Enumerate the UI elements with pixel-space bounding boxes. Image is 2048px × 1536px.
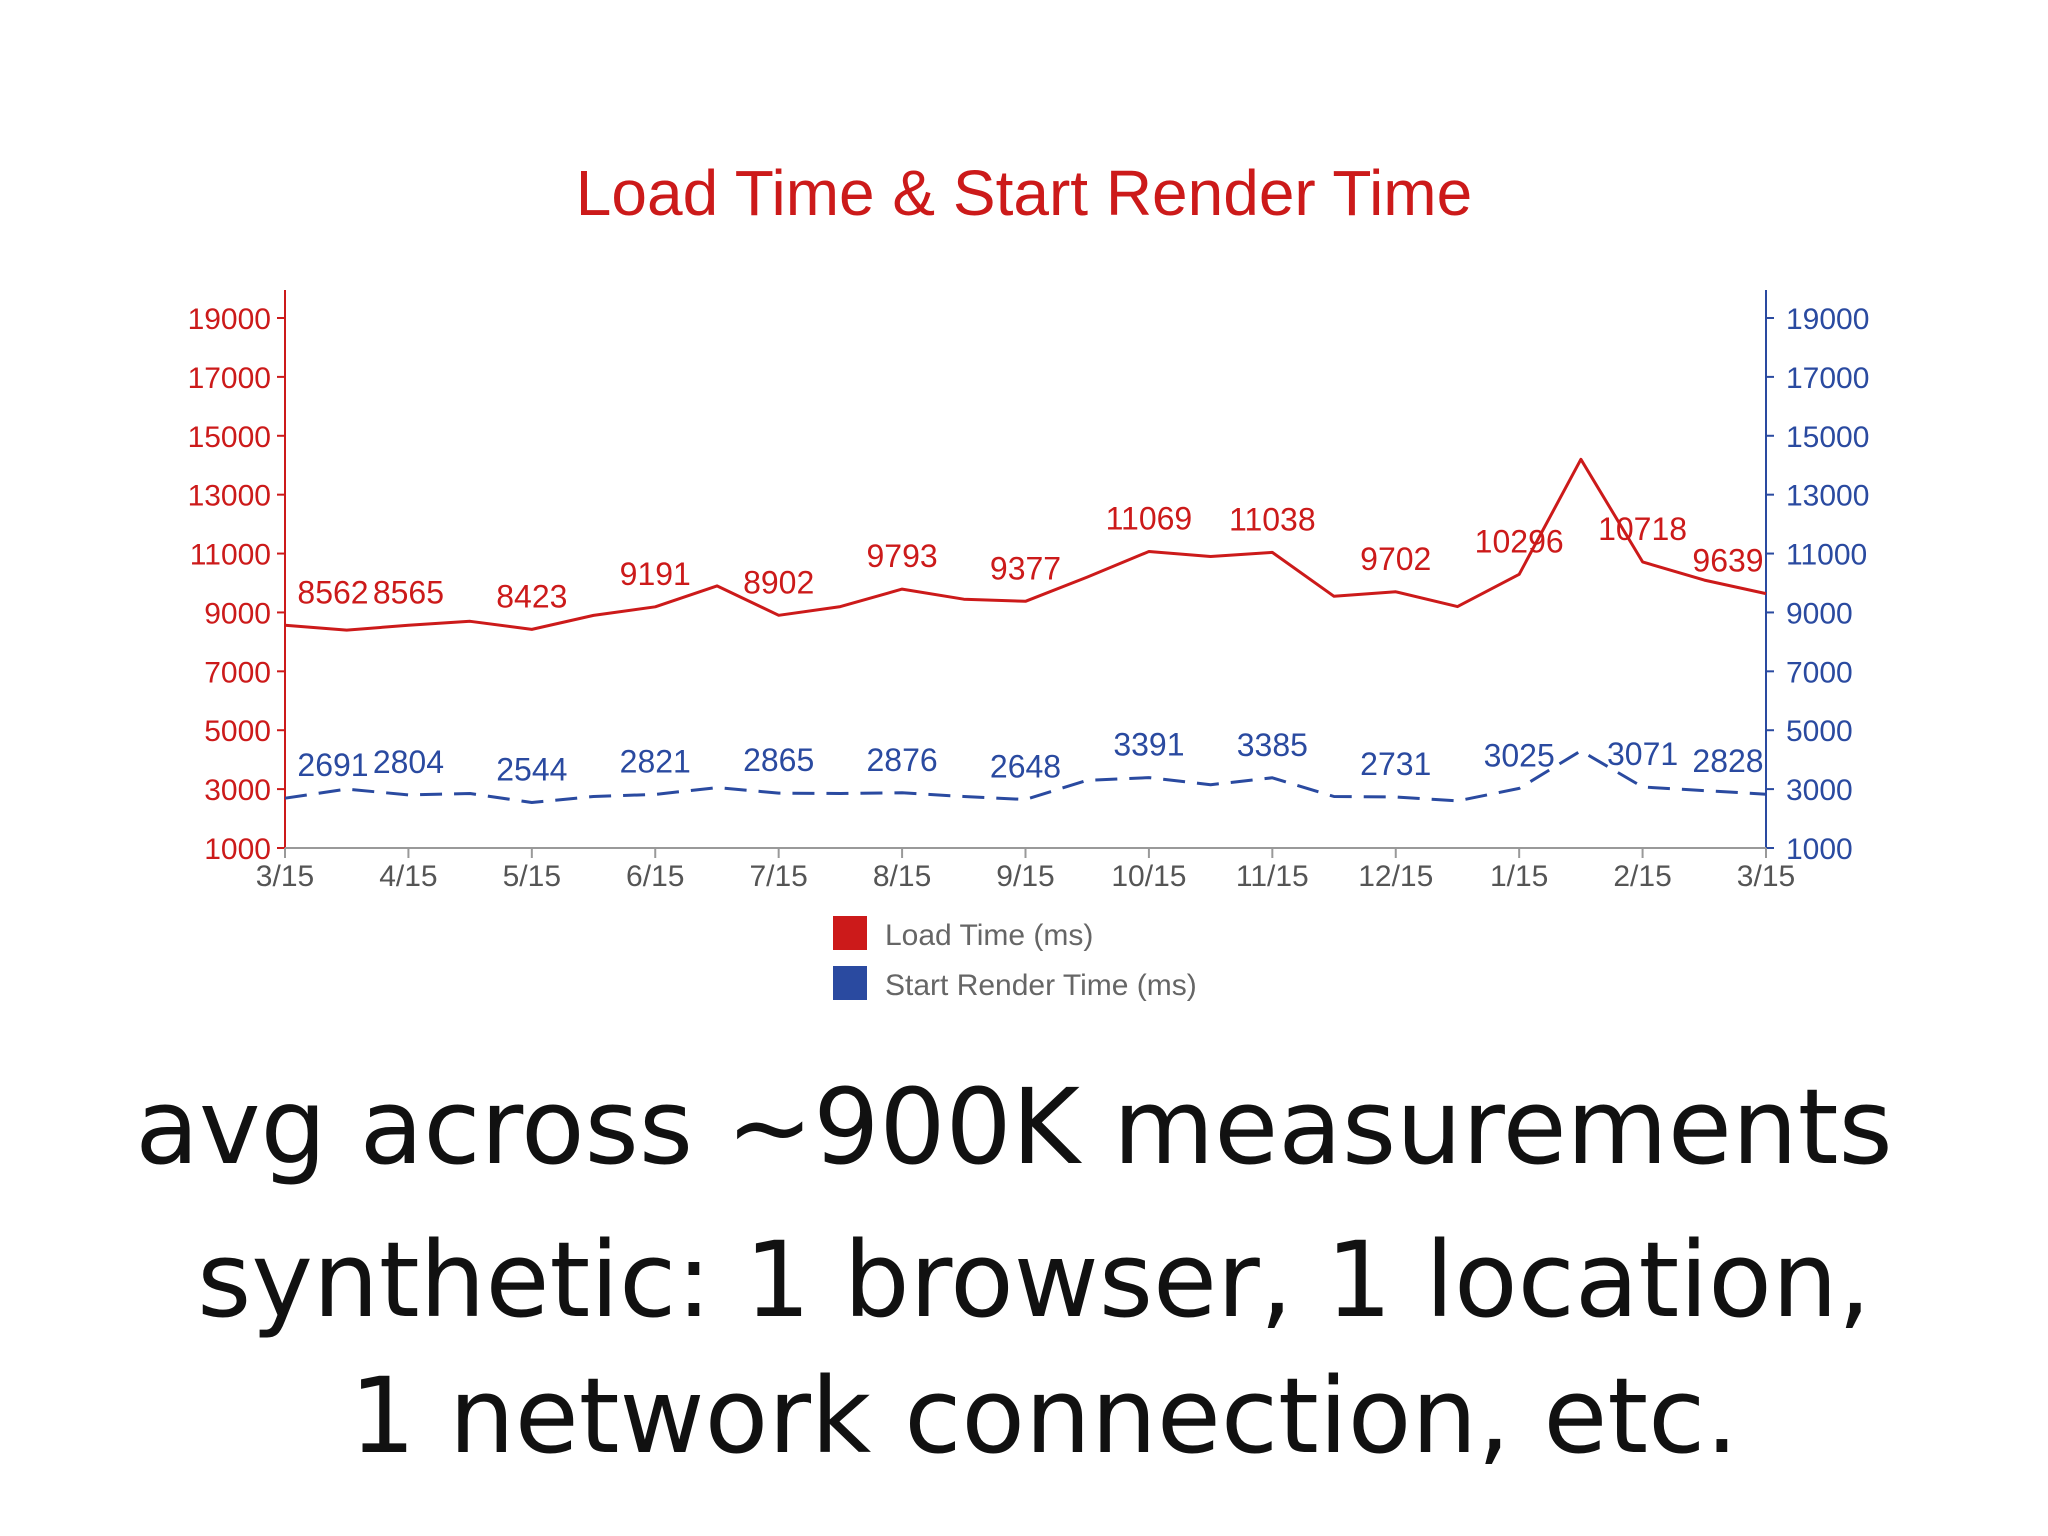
x-tick-label: 4/15 xyxy=(379,860,437,893)
load-time-data-label: 11069 xyxy=(1106,501,1193,537)
load-time-data-label: 9377 xyxy=(990,550,1061,586)
start-render-data-label: 2691 xyxy=(297,747,368,783)
load-time-data-label: 11038 xyxy=(1229,501,1316,537)
start-render-data-label: 2828 xyxy=(1692,743,1763,779)
left-y-tick-label: 15000 xyxy=(188,421,271,454)
right-y-tick-label: 5000 xyxy=(1786,715,1853,748)
right-y-tick-label: 15000 xyxy=(1786,421,1869,454)
start-render-data-label: 2865 xyxy=(743,742,814,778)
start-render-data-label: 2876 xyxy=(866,742,937,778)
load-time-data-label: 9191 xyxy=(620,556,691,592)
left-y-tick-label: 7000 xyxy=(204,656,271,689)
start-render-data-label: 3385 xyxy=(1237,727,1308,763)
load-time-data-label: 10296 xyxy=(1475,523,1564,559)
load-time-data-label: 10718 xyxy=(1598,511,1687,547)
load-time-data-label: 9639 xyxy=(1692,543,1763,579)
load-time-data-label: 9793 xyxy=(866,538,937,574)
start-render-data-label: 3071 xyxy=(1607,736,1678,772)
start-render-data-label: 2821 xyxy=(620,743,691,779)
load-time-data-label: 8562 xyxy=(297,574,368,610)
right-y-tick-label: 1000 xyxy=(1786,833,1853,866)
legend-label-load: Load Time (ms) xyxy=(885,919,1093,952)
start-render-data-label: 3025 xyxy=(1484,737,1555,773)
start-render-line xyxy=(284,749,1767,804)
right-y-tick-label: 19000 xyxy=(1786,303,1869,336)
load-time-data-label: 9702 xyxy=(1360,541,1431,577)
load-time-data-label: 8423 xyxy=(496,578,567,614)
start-render-data-label: 2804 xyxy=(373,744,444,780)
caption-line-2: synthetic: 1 browser, 1 location, xyxy=(197,1219,1871,1341)
right-y-tick-label: 9000 xyxy=(1786,597,1853,630)
start-render-data-label: 2544 xyxy=(496,752,567,788)
x-tick-label: 5/15 xyxy=(503,860,561,893)
x-tick-label: 7/15 xyxy=(749,860,807,893)
caption-line-3: 1 network connection, etc. xyxy=(349,1355,1739,1477)
x-tick-label: 2/15 xyxy=(1613,860,1671,893)
left-y-tick-label: 3000 xyxy=(204,774,271,807)
left-y-tick-label: 11000 xyxy=(190,539,271,572)
right-y-tick-label: 11000 xyxy=(1786,539,1867,572)
x-tick-label: 12/15 xyxy=(1358,860,1433,893)
chart-title: Load Time & Start Render Time xyxy=(576,157,1472,229)
x-tick-label: 10/15 xyxy=(1111,860,1186,893)
legend-swatch-render xyxy=(833,966,867,1000)
load-time-data-label: 8902 xyxy=(743,564,814,600)
right-y-tick-label: 17000 xyxy=(1786,362,1869,395)
x-tick-label: 8/15 xyxy=(873,860,931,893)
left-y-tick-label: 17000 xyxy=(188,362,271,395)
x-tick-label: 3/15 xyxy=(1737,860,1795,893)
x-tick-label: 11/15 xyxy=(1236,860,1309,893)
start-render-data-label: 3391 xyxy=(1113,727,1184,763)
start-render-data-label: 2648 xyxy=(990,748,1061,784)
right-y-tick-label: 3000 xyxy=(1786,774,1853,807)
load-time-data-label: 8565 xyxy=(373,574,444,610)
x-tick-label: 3/15 xyxy=(256,860,314,893)
left-y-tick-label: 5000 xyxy=(204,715,271,748)
left-y-tick-label: 9000 xyxy=(204,597,271,630)
x-tick-label: 9/15 xyxy=(996,860,1054,893)
legend-label-render: Start Render Time (ms) xyxy=(885,969,1197,1002)
legend-swatch-load xyxy=(833,916,867,950)
right-y-tick-label: 7000 xyxy=(1786,656,1853,689)
right-y-tick-label: 13000 xyxy=(1786,480,1869,513)
caption-line-1: avg across ~900K measurements xyxy=(135,1066,1893,1188)
left-y-tick-label: 1000 xyxy=(204,833,271,866)
load-time-line xyxy=(284,457,1767,632)
left-y-tick-label: 19000 xyxy=(188,303,271,336)
start-render-data-label: 2731 xyxy=(1360,746,1431,782)
left-y-tick-label: 13000 xyxy=(188,480,271,513)
x-tick-label: 6/15 xyxy=(626,860,684,893)
x-tick-label: 1/15 xyxy=(1490,860,1548,893)
